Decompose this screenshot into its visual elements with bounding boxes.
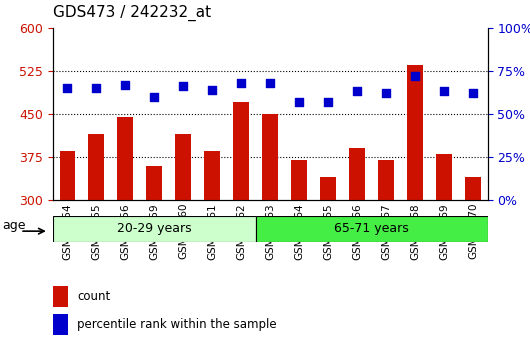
Text: percentile rank within the sample: percentile rank within the sample (77, 318, 277, 331)
Bar (118, 117, 134, 200)
Text: age: age (3, 219, 26, 233)
Bar (407, 65, 423, 200)
Bar (233, 102, 249, 200)
Bar (53, 314, 68, 335)
Bar (465, 177, 481, 200)
Point (179, 83, 188, 89)
Bar (205, 151, 220, 200)
Point (150, 94, 158, 99)
Point (324, 99, 332, 105)
Point (121, 82, 130, 87)
Bar (262, 114, 278, 200)
Text: count: count (77, 290, 110, 303)
Bar (378, 160, 394, 200)
Text: GDS473 / 242232_at: GDS473 / 242232_at (53, 4, 211, 21)
Bar (320, 177, 336, 200)
Bar (256, 216, 488, 242)
Bar (146, 166, 162, 200)
Bar (59, 151, 75, 200)
Point (382, 90, 391, 96)
Bar (175, 134, 191, 200)
Text: 20-29 years: 20-29 years (117, 222, 192, 235)
Point (63, 85, 72, 91)
Bar (53, 216, 256, 242)
Point (411, 73, 419, 79)
Point (469, 90, 478, 96)
Point (237, 80, 245, 86)
Bar (53, 286, 68, 307)
Point (353, 89, 361, 94)
Point (440, 89, 448, 94)
Bar (349, 148, 365, 200)
Point (266, 80, 275, 86)
Text: 65-71 years: 65-71 years (334, 222, 409, 235)
Bar (89, 134, 104, 200)
Bar (292, 160, 307, 200)
Bar (436, 154, 452, 200)
Point (92, 85, 101, 91)
Point (295, 99, 304, 105)
Point (208, 87, 217, 92)
